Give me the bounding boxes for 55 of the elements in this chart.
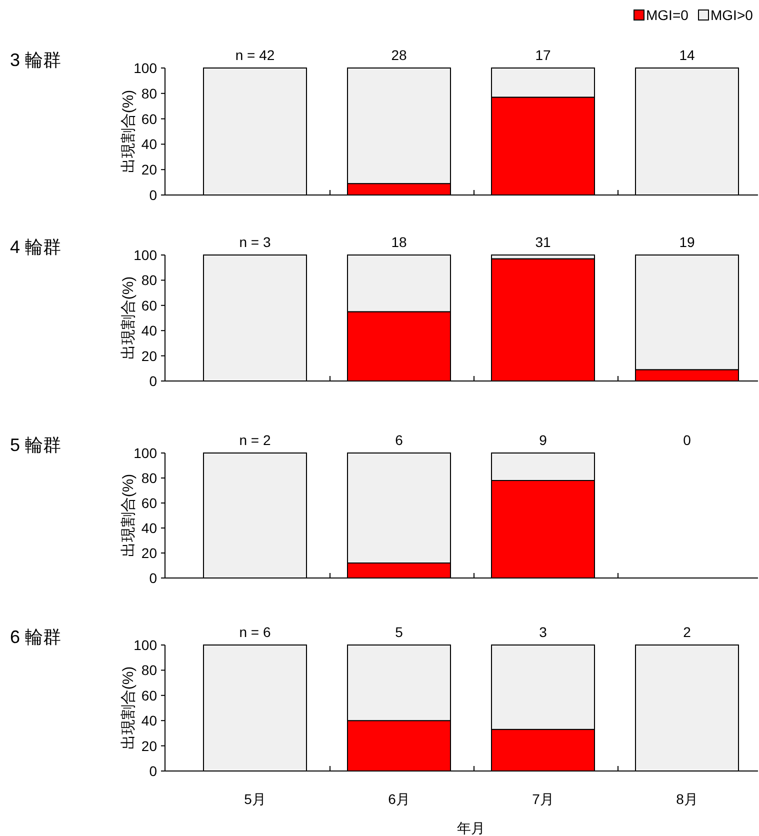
y-tick-label: 40 [141, 322, 158, 339]
text: 6 [395, 432, 404, 448]
legend-label: MGI>0 [710, 7, 754, 23]
y-tick-label: 40 [141, 520, 158, 536]
text: 3 [539, 624, 548, 640]
y-tick-label: 40 [141, 712, 158, 729]
text: 31 [535, 234, 551, 250]
text: 5 [395, 624, 404, 640]
text: 14 [679, 47, 695, 63]
legend-label: MGI=0 [646, 7, 689, 23]
x-tick-label: 5月 [244, 791, 266, 807]
y-axis-title: 出現割合(%) [120, 474, 137, 558]
y-tick-label: 60 [141, 495, 158, 511]
x-tick-label: 8月 [676, 791, 698, 807]
y-tick-label: 0 [149, 763, 158, 779]
text: 17 [535, 47, 551, 63]
x-axis-title: 年月 [457, 820, 485, 836]
y-tick-label: 80 [141, 662, 158, 678]
text: 18 [391, 234, 407, 250]
chart-title: 5 輪群 [10, 435, 62, 455]
y-tick-label: 80 [141, 272, 158, 288]
text: 19 [679, 234, 695, 250]
text: 2 [683, 624, 692, 640]
y-tick-label: 20 [141, 162, 158, 178]
text: n = 2 [239, 432, 271, 448]
x-tick-label: 7月 [532, 791, 554, 807]
chart-title: 3 輪群 [10, 50, 62, 70]
text: n = 6 [239, 624, 271, 640]
y-tick-label: 20 [141, 348, 158, 364]
y-tick-label: 20 [141, 545, 158, 561]
chart-title: 4 輪群 [10, 237, 62, 257]
text: n = 3 [239, 234, 271, 250]
y-tick-label: 80 [141, 85, 158, 102]
y-tick-label: 0 [149, 187, 158, 203]
y-tick-label: 100 [134, 637, 158, 653]
y-tick-label: 60 [141, 297, 158, 314]
x-tick-label: 6月 [388, 791, 410, 807]
y-tick-label: 60 [141, 687, 158, 704]
y-tick-label: 0 [149, 373, 158, 389]
chart-title: 6 輪群 [10, 627, 62, 647]
y-tick-label: 100 [134, 247, 158, 263]
y-axis-title: 出現割合(%) [120, 666, 137, 750]
y-tick-label: 80 [141, 470, 158, 486]
y-tick-label: 0 [149, 570, 158, 586]
y-tick-label: 100 [134, 445, 158, 461]
y-tick-label: 60 [141, 110, 158, 127]
text: 9 [539, 432, 548, 448]
y-axis-title: 出現割合(%) [120, 276, 137, 360]
text: n = 42 [235, 47, 275, 63]
y-tick-label: 40 [141, 136, 158, 152]
text: 0 [683, 432, 692, 448]
text: 28 [391, 47, 407, 63]
y-tick-label: 100 [134, 60, 158, 76]
y-tick-label: 20 [141, 738, 158, 754]
y-axis-title: 出現割合(%) [120, 90, 137, 174]
